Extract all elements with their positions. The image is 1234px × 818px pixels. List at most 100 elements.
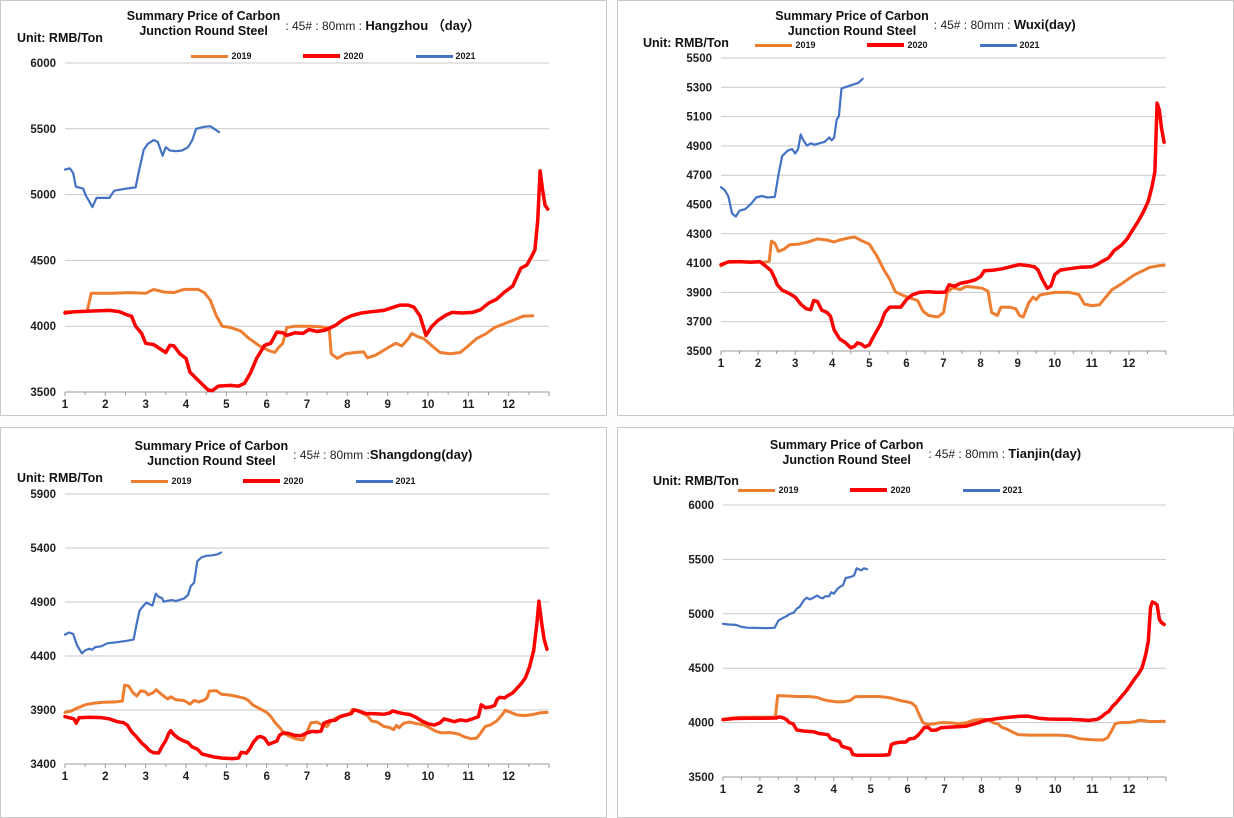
x-axis-tick-label: 10	[1048, 358, 1061, 370]
legend-label: 2021	[395, 476, 416, 486]
legend-swatch-2020	[303, 54, 341, 58]
x-axis-tick-label: 11	[462, 399, 475, 411]
x-axis-tick-label: 9	[1015, 784, 1021, 796]
x-axis-tick-label: 1	[720, 784, 727, 796]
chart-title: Summary Price of Carbon Junction Round S…	[618, 9, 1233, 39]
legend-swatch-2021	[355, 479, 393, 483]
legend-item-2021: 2021	[979, 40, 1040, 50]
legend-swatch-2021	[962, 488, 1000, 492]
y-axis-tick-label: 6000	[688, 500, 714, 512]
x-axis-tick-label: 6	[263, 399, 269, 411]
y-axis-tick-label: 5500	[688, 554, 714, 566]
y-axis-tick-label: 4100	[686, 258, 712, 270]
unit-label: Unit: RMB/Ton	[643, 36, 729, 50]
y-axis-tick-label: 3700	[686, 317, 712, 329]
x-axis-tick-label: 12	[502, 399, 515, 411]
y-axis-tick-label: 4900	[686, 141, 712, 153]
y-axis-tick-label: 3400	[30, 759, 56, 771]
series-line-2019	[719, 235, 1166, 319]
y-axis-tick-label: 6000	[30, 58, 56, 70]
legend-item-2020: 2020	[303, 51, 364, 61]
y-axis-tick-label: 5500	[686, 53, 712, 65]
x-axis-tick-label: 2	[102, 771, 108, 783]
y-axis-tick-label: 5400	[30, 543, 56, 555]
chart-panel-tianjin: Summary Price of Carbon Junction Round S…	[617, 427, 1234, 818]
y-axis-tick-label: 4400	[30, 651, 56, 663]
unit-label: Unit: RMB/Ton	[17, 471, 103, 485]
x-axis-tick-label: 2	[102, 399, 108, 411]
x-axis-tick-label: 7	[941, 784, 947, 796]
x-axis-tick-label: 4	[831, 784, 838, 796]
x-axis-tick-label: 8	[977, 358, 984, 370]
series-line-2020	[721, 600, 1166, 757]
x-axis-tick-label: 8	[344, 399, 351, 411]
chart-spec: : 45# : 80mm :	[285, 18, 363, 33]
y-axis-tick-label: 4700	[686, 170, 712, 182]
x-axis-tick-label: 2	[757, 784, 763, 796]
legend-label: 2019	[795, 40, 816, 50]
y-axis-tick-label: 3900	[30, 705, 56, 717]
legend-swatch-2020	[243, 479, 281, 483]
chart-title: Summary Price of Carbon Junction Round S…	[1, 9, 606, 39]
legend-label: 2019	[778, 485, 799, 495]
legend-item-2021: 2021	[355, 476, 416, 486]
legend-swatch-2019	[191, 54, 229, 58]
legend-swatch-2021	[979, 43, 1017, 47]
x-axis-tick-label: 11	[1086, 358, 1099, 370]
chart-title: Summary Price of Carbon Junction Round S…	[618, 438, 1233, 468]
y-axis-tick-label: 5100	[686, 112, 712, 124]
series-line-2021	[63, 125, 221, 209]
legend-item-2019: 2019	[755, 40, 815, 50]
y-axis-tick-label: 5300	[686, 82, 712, 94]
chart-panel-shangdong: Summary Price of Carbon Junction Round S…	[0, 427, 607, 818]
legend-item-2020: 2020	[243, 476, 304, 486]
y-axis-tick-label: 3900	[686, 287, 712, 299]
y-axis-tick-label: 5900	[30, 489, 56, 501]
x-axis-tick-label: 4	[183, 771, 190, 783]
legend-label: 2021	[1019, 40, 1040, 50]
y-axis-tick-label: 5000	[688, 609, 714, 621]
unit-label: Unit: RMB/Ton	[653, 474, 739, 488]
x-axis-tick-label: 3	[792, 358, 798, 370]
legend-item-2020: 2020	[867, 40, 928, 50]
legend-label: 2020	[890, 485, 911, 495]
series-line-2019	[721, 694, 1166, 742]
y-axis-tick-label: 4500	[686, 200, 712, 212]
legend-label: 2021	[455, 51, 476, 61]
legend-label: 2020	[283, 476, 304, 486]
x-axis-tick-label: 8	[344, 771, 351, 783]
x-axis-tick-label: 6	[263, 771, 269, 783]
x-axis-tick-label: 6	[903, 358, 909, 370]
x-axis-tick-label: 5	[223, 771, 230, 783]
legend-item-2019: 2019	[191, 51, 251, 61]
x-axis-tick-label: 4	[829, 358, 836, 370]
x-axis-tick-label: 1	[718, 358, 725, 370]
chart-canvas: 3500 3700 3900 4100 4300 4500 4700 4900 5100 5300…	[686, 53, 1167, 370]
legend-label: 2019	[171, 476, 192, 486]
y-axis-tick-label: 4300	[686, 229, 712, 241]
x-axis-tick-label: 7	[304, 771, 310, 783]
chart-title-line1: Summary Price of Carbon	[775, 9, 929, 23]
chart-legend: 2019 2020 2021	[1, 476, 576, 486]
y-axis-tick-label: 4500	[688, 663, 714, 675]
series-line-2019	[63, 287, 535, 360]
x-axis-tick-label: 10	[422, 399, 435, 411]
chart-legend: 2019 2020 2021	[618, 40, 1205, 50]
legend-item-2021: 2021	[962, 485, 1023, 495]
y-axis-tick-label: 3500	[688, 772, 714, 784]
chart-spec: : 45# : 80mm :	[293, 447, 370, 462]
series-line-2019	[63, 683, 549, 742]
x-axis-tick-label: 6	[904, 784, 910, 796]
x-axis-tick-label: 10	[422, 771, 435, 783]
legend-label: 2020	[907, 40, 928, 50]
x-axis-tick-label: 11	[462, 771, 475, 783]
chart-title-line1: Summary Price of Carbon	[134, 439, 289, 453]
legend-item-2020: 2020	[850, 485, 911, 495]
y-axis-tick-label: 4000	[30, 321, 56, 333]
series-line-2020	[719, 101, 1166, 350]
unit-label: Unit: RMB/Ton	[17, 31, 103, 45]
chart-spec: : 45# : 80mm :	[928, 446, 1006, 461]
